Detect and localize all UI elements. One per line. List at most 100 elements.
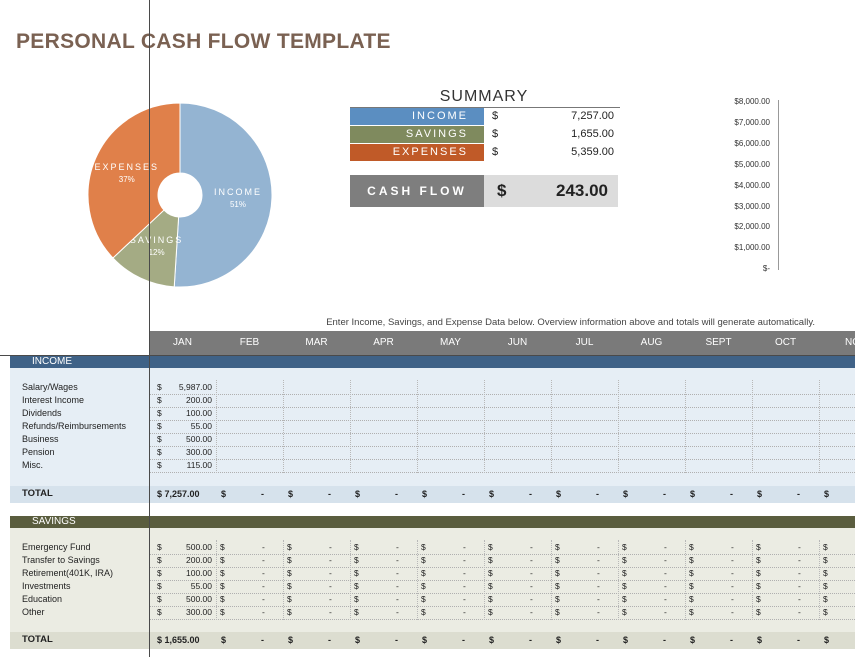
income-month-cell[interactable] — [217, 382, 282, 394]
income-jan-cell[interactable]: 300.00 — [186, 447, 212, 457]
income-month-cell[interactable] — [686, 395, 751, 407]
income-month-cell[interactable] — [351, 434, 416, 446]
savings-month-cell[interactable] — [619, 594, 684, 606]
savings-month-cell[interactable] — [418, 594, 483, 606]
income-month-cell[interactable] — [284, 408, 349, 420]
income-month-cell[interactable] — [552, 421, 617, 433]
savings-month-cell[interactable] — [552, 581, 617, 593]
savings-month-cell[interactable] — [485, 581, 550, 593]
income-month-cell[interactable] — [686, 434, 751, 446]
savings-month-cell[interactable] — [217, 581, 282, 593]
savings-month-cell[interactable] — [753, 555, 818, 567]
income-month-cell[interactable] — [284, 421, 349, 433]
savings-month-cell[interactable] — [552, 568, 617, 580]
income-month-cell[interactable] — [351, 382, 416, 394]
income-month-cell[interactable] — [820, 434, 855, 446]
savings-month-cell[interactable] — [418, 581, 483, 593]
freeze-pane-horizontal[interactable] — [0, 355, 855, 356]
income-month-cell[interactable] — [820, 460, 855, 472]
income-month-cell[interactable] — [284, 447, 349, 459]
income-jan-cell[interactable]: 5,987.00 — [178, 382, 212, 392]
income-month-cell[interactable] — [418, 421, 483, 433]
savings-month-cell[interactable] — [552, 555, 617, 567]
savings-month-cell[interactable] — [351, 581, 416, 593]
savings-month-cell[interactable] — [351, 607, 416, 619]
savings-month-cell[interactable] — [552, 542, 617, 554]
income-month-cell[interactable] — [552, 395, 617, 407]
savings-month-cell[interactable] — [284, 581, 349, 593]
income-month-cell[interactable] — [217, 447, 282, 459]
savings-month-cell[interactable] — [217, 542, 282, 554]
savings-month-cell[interactable] — [351, 594, 416, 606]
income-month-cell[interactable] — [485, 434, 550, 446]
income-month-cell[interactable] — [351, 408, 416, 420]
income-month-cell[interactable] — [686, 408, 751, 420]
income-month-cell[interactable] — [217, 395, 282, 407]
savings-month-cell[interactable] — [686, 568, 751, 580]
savings-month-cell[interactable] — [351, 568, 416, 580]
income-month-cell[interactable] — [217, 421, 282, 433]
income-month-cell[interactable] — [753, 447, 818, 459]
savings-month-cell[interactable] — [217, 594, 282, 606]
income-month-cell[interactable] — [619, 408, 684, 420]
income-month-cell[interactable] — [820, 382, 855, 394]
income-month-cell[interactable] — [753, 382, 818, 394]
savings-month-cell[interactable] — [686, 581, 751, 593]
income-month-cell[interactable] — [418, 460, 483, 472]
savings-month-cell[interactable] — [686, 555, 751, 567]
income-month-cell[interactable] — [552, 434, 617, 446]
income-month-cell[interactable] — [284, 382, 349, 394]
income-month-cell[interactable] — [619, 434, 684, 446]
income-month-cell[interactable] — [820, 447, 855, 459]
savings-month-cell[interactable] — [686, 607, 751, 619]
income-month-cell[interactable] — [284, 460, 349, 472]
income-month-cell[interactable] — [217, 434, 282, 446]
income-month-cell[interactable] — [418, 382, 483, 394]
income-month-cell[interactable] — [351, 447, 416, 459]
savings-month-cell[interactable] — [485, 555, 550, 567]
income-month-cell[interactable] — [418, 395, 483, 407]
income-month-cell[interactable] — [686, 447, 751, 459]
savings-jan-cell[interactable]: 500.00 — [186, 542, 212, 552]
savings-month-cell[interactable] — [284, 555, 349, 567]
savings-month-cell[interactable] — [418, 542, 483, 554]
income-month-cell[interactable] — [351, 460, 416, 472]
savings-month-cell[interactable] — [619, 581, 684, 593]
income-month-cell[interactable] — [552, 460, 617, 472]
income-month-cell[interactable] — [418, 408, 483, 420]
savings-month-cell[interactable] — [284, 607, 349, 619]
savings-jan-cell[interactable]: 100.00 — [186, 568, 212, 578]
income-month-cell[interactable] — [619, 460, 684, 472]
savings-month-cell[interactable] — [619, 542, 684, 554]
income-month-cell[interactable] — [284, 395, 349, 407]
income-jan-cell[interactable]: 100.00 — [186, 408, 212, 418]
income-month-cell[interactable] — [753, 421, 818, 433]
income-month-cell[interactable] — [686, 421, 751, 433]
income-jan-cell[interactable]: 500.00 — [186, 434, 212, 444]
income-month-cell[interactable] — [217, 460, 282, 472]
income-month-cell[interactable] — [284, 434, 349, 446]
savings-month-cell[interactable] — [619, 607, 684, 619]
savings-month-cell[interactable] — [485, 594, 550, 606]
savings-month-cell[interactable] — [753, 607, 818, 619]
savings-month-cell[interactable] — [418, 568, 483, 580]
income-month-cell[interactable] — [418, 447, 483, 459]
savings-month-cell[interactable] — [418, 607, 483, 619]
income-month-cell[interactable] — [485, 382, 550, 394]
savings-month-cell[interactable] — [217, 607, 282, 619]
savings-month-cell[interactable] — [686, 542, 751, 554]
income-month-cell[interactable] — [351, 421, 416, 433]
savings-month-cell[interactable] — [217, 568, 282, 580]
income-month-cell[interactable] — [485, 408, 550, 420]
savings-month-cell[interactable] — [753, 594, 818, 606]
income-month-cell[interactable] — [820, 421, 855, 433]
income-jan-cell[interactable]: 115.00 — [186, 460, 212, 470]
savings-month-cell[interactable] — [351, 542, 416, 554]
income-month-cell[interactable] — [619, 382, 684, 394]
savings-month-cell[interactable] — [753, 542, 818, 554]
savings-month-cell[interactable] — [485, 607, 550, 619]
savings-jan-cell[interactable]: 500.00 — [186, 594, 212, 604]
savings-month-cell[interactable] — [552, 594, 617, 606]
income-month-cell[interactable] — [753, 460, 818, 472]
savings-jan-cell[interactable]: 55.00 — [190, 581, 212, 591]
